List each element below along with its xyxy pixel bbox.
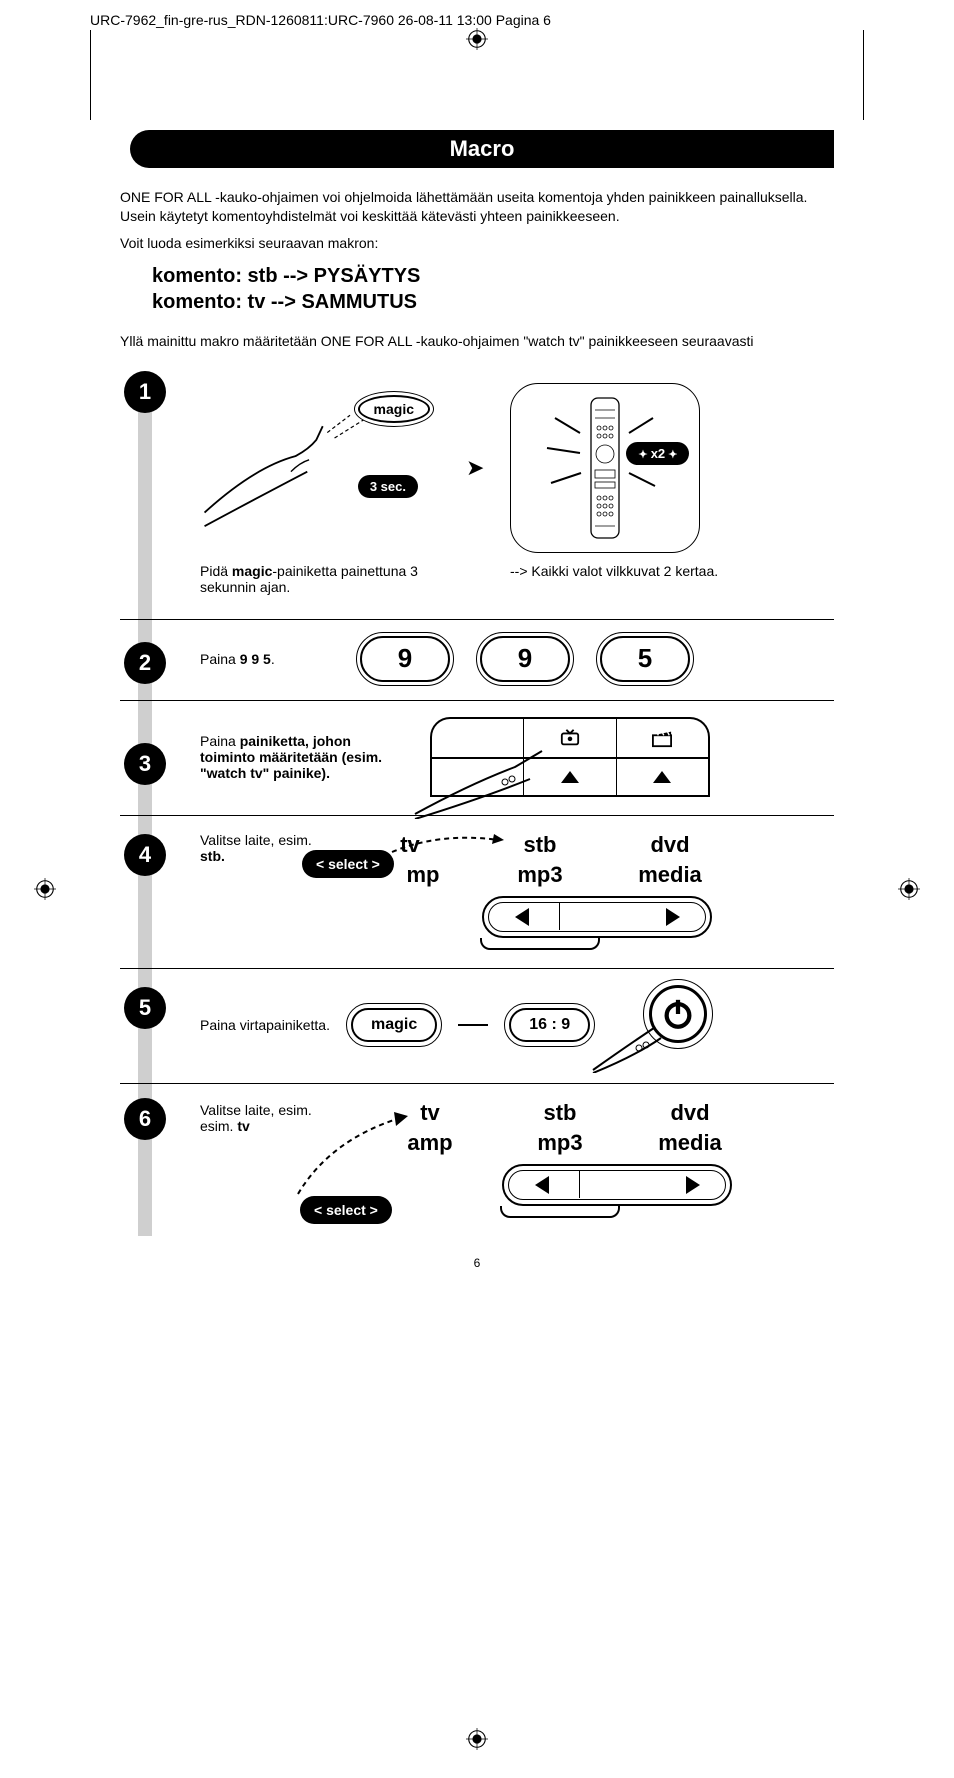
- digit-button-9: 9: [360, 636, 450, 682]
- registration-mark-icon: [34, 878, 56, 900]
- step1-caption-right: --> Kaikki valot vilkkuvat 2 kertaa.: [510, 563, 718, 595]
- select-badge: < select >: [300, 1196, 392, 1224]
- magic-button: magic: [346, 1003, 442, 1047]
- macro-commands: komento: stb --> PYSÄYTYS komento: tv --…: [152, 263, 834, 315]
- triangle-right-icon: [666, 908, 680, 926]
- triangle-left-icon: [535, 1176, 549, 1194]
- x2-badge: ✦ x2 ✦: [626, 442, 689, 465]
- step-number: 2: [124, 642, 166, 684]
- page-number: 6: [120, 1256, 834, 1270]
- dashed-arrow-icon: [390, 830, 510, 858]
- step-number: 4: [124, 834, 166, 876]
- step-4: 4 Valitse laite, esim. stb. < select > t…: [120, 816, 834, 969]
- aspect-ratio-button: 16 : 9: [504, 1003, 595, 1047]
- dashed-arrow-icon: [290, 1110, 420, 1200]
- select-badge: < select >: [302, 850, 394, 878]
- step-2: 2 Paina 9 9 5. 9 9 5: [120, 620, 834, 701]
- crop-header: URC-7962_fin-gre-rus_RDN-1260811:URC-796…: [0, 12, 954, 28]
- registration-mark-icon: [466, 28, 488, 50]
- hold-magic-figure: magic 3 sec.: [200, 383, 440, 538]
- step-number: 1: [124, 371, 166, 413]
- step-1: 1 magic 3 sec.: [120, 367, 834, 620]
- hand-icon: [410, 749, 580, 819]
- magic-button: magic: [358, 395, 430, 423]
- step5-caption: Paina virtapainiketta.: [200, 1017, 330, 1033]
- digit-button-5: 5: [600, 636, 690, 682]
- assignment-text: Yllä mainittu makro määritetään ONE FOR …: [120, 333, 834, 349]
- triangle-right-icon: [686, 1176, 700, 1194]
- intro-text: ONE FOR ALL -kauko-ohjaimen voi ohjelmoi…: [120, 188, 834, 253]
- duration-badge: 3 sec.: [358, 475, 418, 498]
- triangle-left-icon: [515, 908, 529, 926]
- step3-caption: Paina painiketta, johon toiminto määrite…: [200, 733, 400, 781]
- device-selector-figure: tv stb dvd amp mp3 media < select >: [380, 1100, 740, 1218]
- left-right-buttons: [502, 1164, 732, 1206]
- section-header: Macro: [130, 130, 834, 168]
- step-3: 3 Paina painiketta, johon toiminto määri…: [120, 701, 834, 816]
- tv-icon: [559, 728, 581, 748]
- step-number: 3: [124, 743, 166, 785]
- remote-blink-figure: ✦ x2 ✦: [510, 383, 700, 553]
- step2-caption: Paina 9 9 5.: [200, 651, 330, 667]
- triangle-up-icon: [653, 771, 671, 783]
- step-number: 6: [124, 1098, 166, 1140]
- step-number: 5: [124, 987, 166, 1029]
- device-selector-figure: < select > tv stb dvd mp mp3 media: [360, 832, 720, 950]
- step1-caption-left: Pidä magic-painiketta painettuna 3 sekun…: [200, 563, 450, 595]
- device-panel-figure: [430, 717, 710, 797]
- step-6: 6 Valitse laite, esim. esim. tv tv stb d…: [120, 1084, 834, 1236]
- digit-button-9: 9: [480, 636, 570, 682]
- registration-mark-icon: [898, 878, 920, 900]
- left-right-buttons: [482, 896, 712, 938]
- step-5: 5 Paina virtapainiketta. magic 16 : 9: [120, 969, 834, 1084]
- arrow-right-icon: ➤: [466, 455, 484, 481]
- steps-list: 1 magic 3 sec.: [120, 367, 834, 1236]
- registration-mark-icon: [466, 1728, 488, 1750]
- power-button-figure: [611, 985, 711, 1065]
- page-content: Macro ONE FOR ALL -kauko-ohjaimen voi oh…: [120, 130, 834, 1698]
- clapperboard-icon: [651, 728, 673, 748]
